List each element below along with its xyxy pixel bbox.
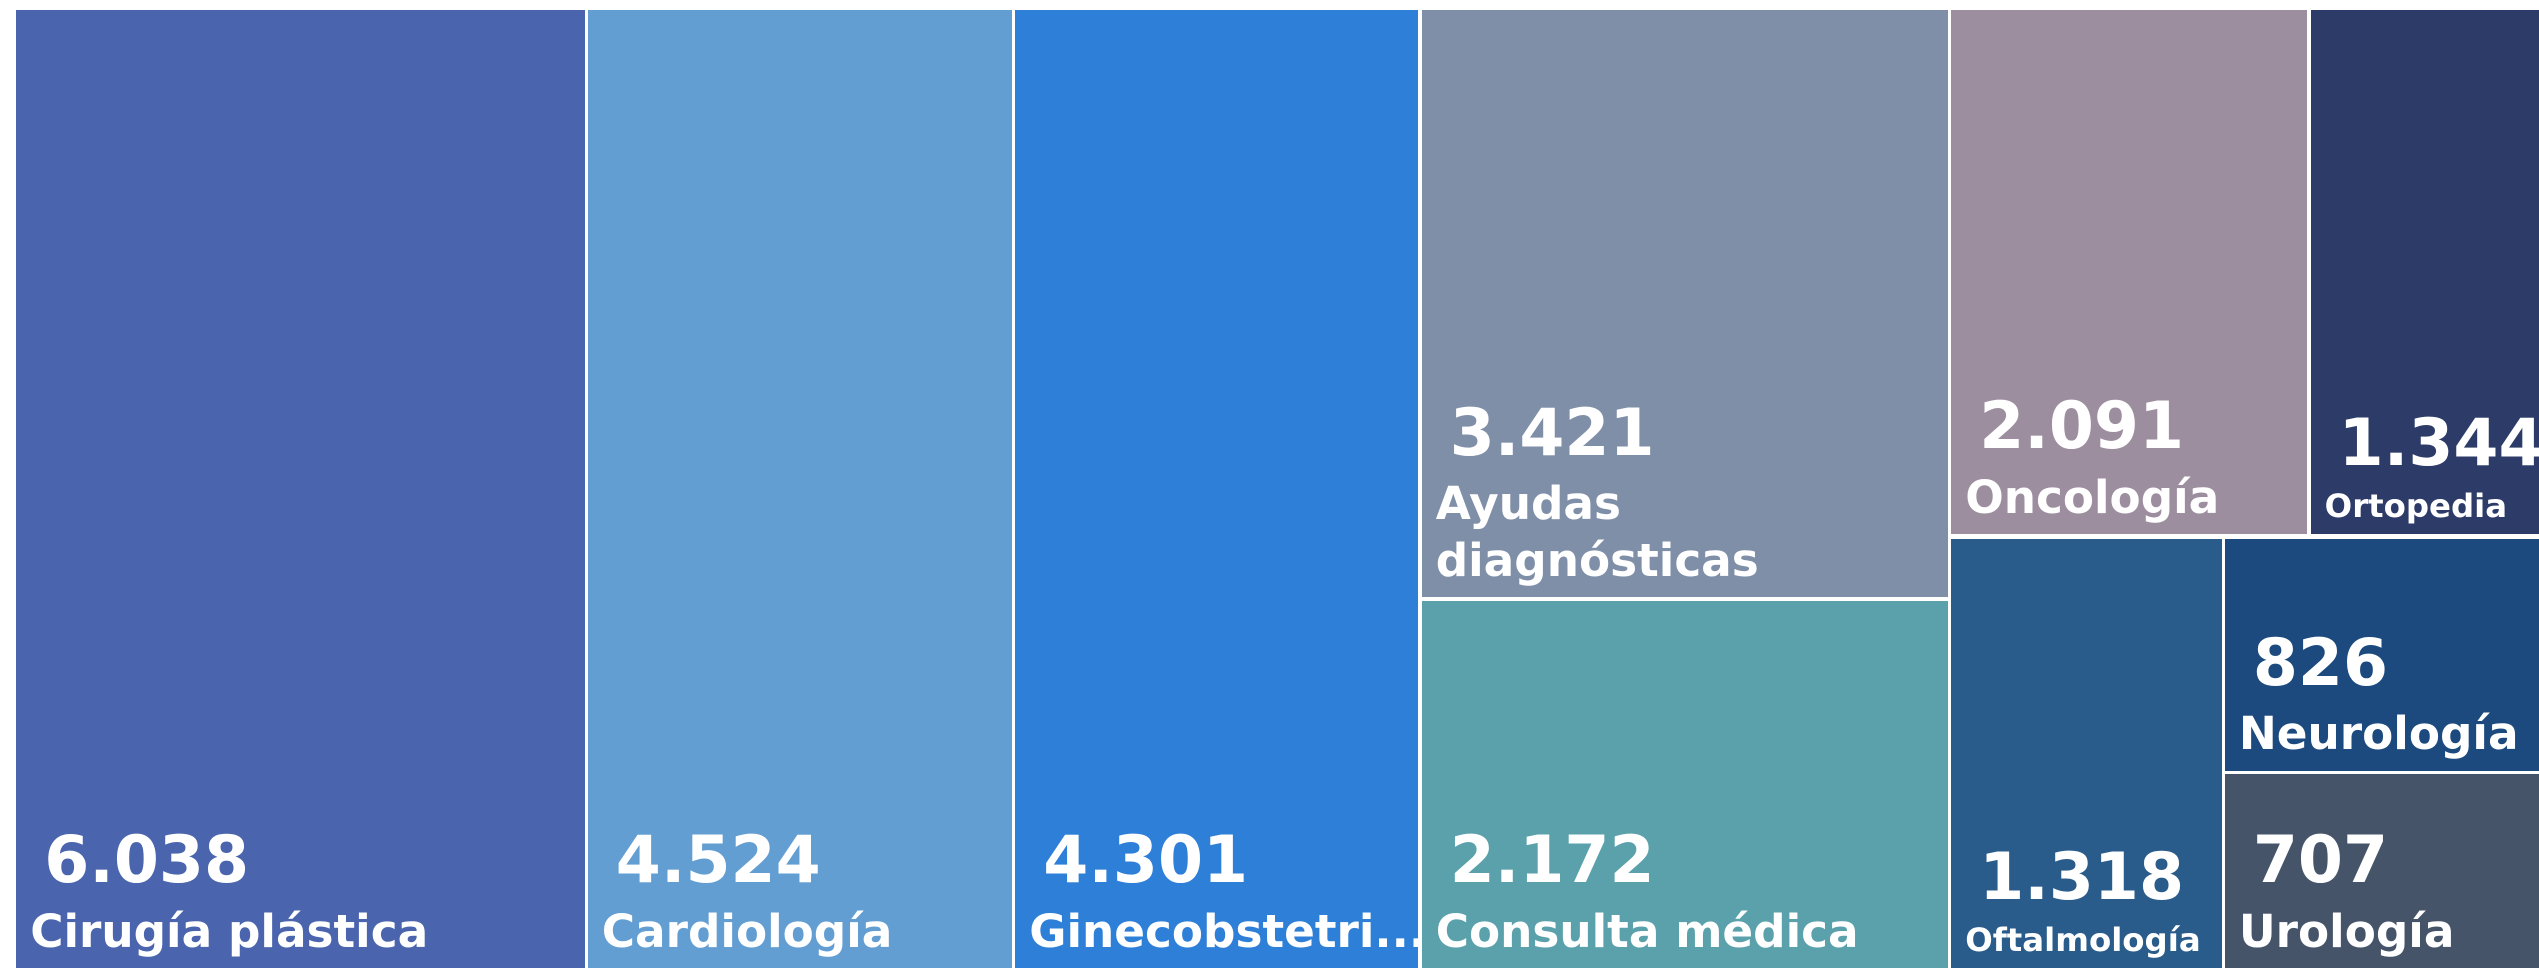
tile: 826 Neurología	[2224, 539, 2539, 771]
category-label: Oncología	[1965, 470, 2220, 524]
category-label: Ortopedia	[2324, 486, 2508, 525]
category-label: Consulta médica	[1435, 904, 1859, 958]
tile: 1.318 Oftalmología	[1951, 539, 2222, 969]
category-label: Oftalmología	[1965, 920, 2201, 959]
category-label: Cirugía plástica	[30, 904, 429, 958]
category-label: Urología	[2238, 904, 2455, 958]
tile: 2.091 Oncología	[1951, 9, 2308, 535]
tile: 1.344 Ortopedia	[2310, 9, 2539, 535]
value-label: 826	[2252, 625, 2389, 701]
tile: 4.524 Cardiología	[587, 9, 1013, 969]
category-label: Cardiología	[601, 904, 893, 958]
category-label: Neurología	[2238, 707, 2519, 761]
tile: 3.421 Ayudas diagnósticas	[1421, 9, 1948, 598]
value-label: 2.091	[1979, 389, 2185, 465]
category-label: Ayudas diagnósticas	[1435, 477, 1759, 587]
value-label: 4.301	[1043, 823, 1249, 899]
value-label: 2.172	[1449, 823, 1655, 899]
value-label: 1.344	[2338, 405, 2539, 481]
value-label: 3.421	[1449, 395, 1655, 471]
tile: 6.038 Cirugía plástica	[16, 9, 585, 969]
value-label: 1.318	[1979, 839, 2185, 915]
tile: 4.301 Ginecobstetri...	[1015, 9, 1419, 969]
tile: 707 Urología	[2224, 774, 2539, 969]
category-label: Ginecobstetri...	[1029, 904, 1419, 958]
value-label: 4.524	[615, 823, 821, 899]
value-label: 6.038	[44, 823, 250, 899]
tile: 2.172 Consulta médica	[1421, 600, 1948, 969]
value-label: 707	[2252, 823, 2389, 899]
